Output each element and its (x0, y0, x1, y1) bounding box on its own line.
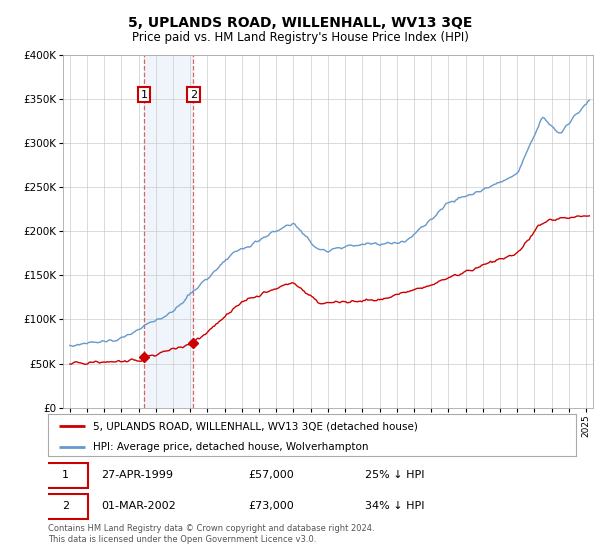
Text: 27-APR-1999: 27-APR-1999 (101, 470, 173, 480)
Text: 1: 1 (140, 90, 148, 100)
Text: 2: 2 (62, 501, 69, 511)
FancyBboxPatch shape (43, 463, 88, 488)
Text: 5, UPLANDS ROAD, WILLENHALL, WV13 3QE: 5, UPLANDS ROAD, WILLENHALL, WV13 3QE (128, 16, 472, 30)
Text: Price paid vs. HM Land Registry's House Price Index (HPI): Price paid vs. HM Land Registry's House … (131, 31, 469, 44)
Text: 5, UPLANDS ROAD, WILLENHALL, WV13 3QE (detached house): 5, UPLANDS ROAD, WILLENHALL, WV13 3QE (d… (93, 421, 418, 431)
Bar (144, 55, 193, 408)
FancyBboxPatch shape (43, 494, 88, 519)
Text: 2: 2 (190, 90, 197, 100)
Text: £73,000: £73,000 (248, 501, 295, 511)
Text: £57,000: £57,000 (248, 470, 295, 480)
Text: 25% ↓ HPI: 25% ↓ HPI (365, 470, 424, 480)
Text: 1: 1 (62, 470, 69, 480)
Text: 34% ↓ HPI: 34% ↓ HPI (365, 501, 424, 511)
Text: Contains HM Land Registry data © Crown copyright and database right 2024.
This d: Contains HM Land Registry data © Crown c… (48, 524, 374, 544)
Text: HPI: Average price, detached house, Wolverhampton: HPI: Average price, detached house, Wolv… (93, 442, 368, 452)
Text: 01-MAR-2002: 01-MAR-2002 (101, 501, 176, 511)
